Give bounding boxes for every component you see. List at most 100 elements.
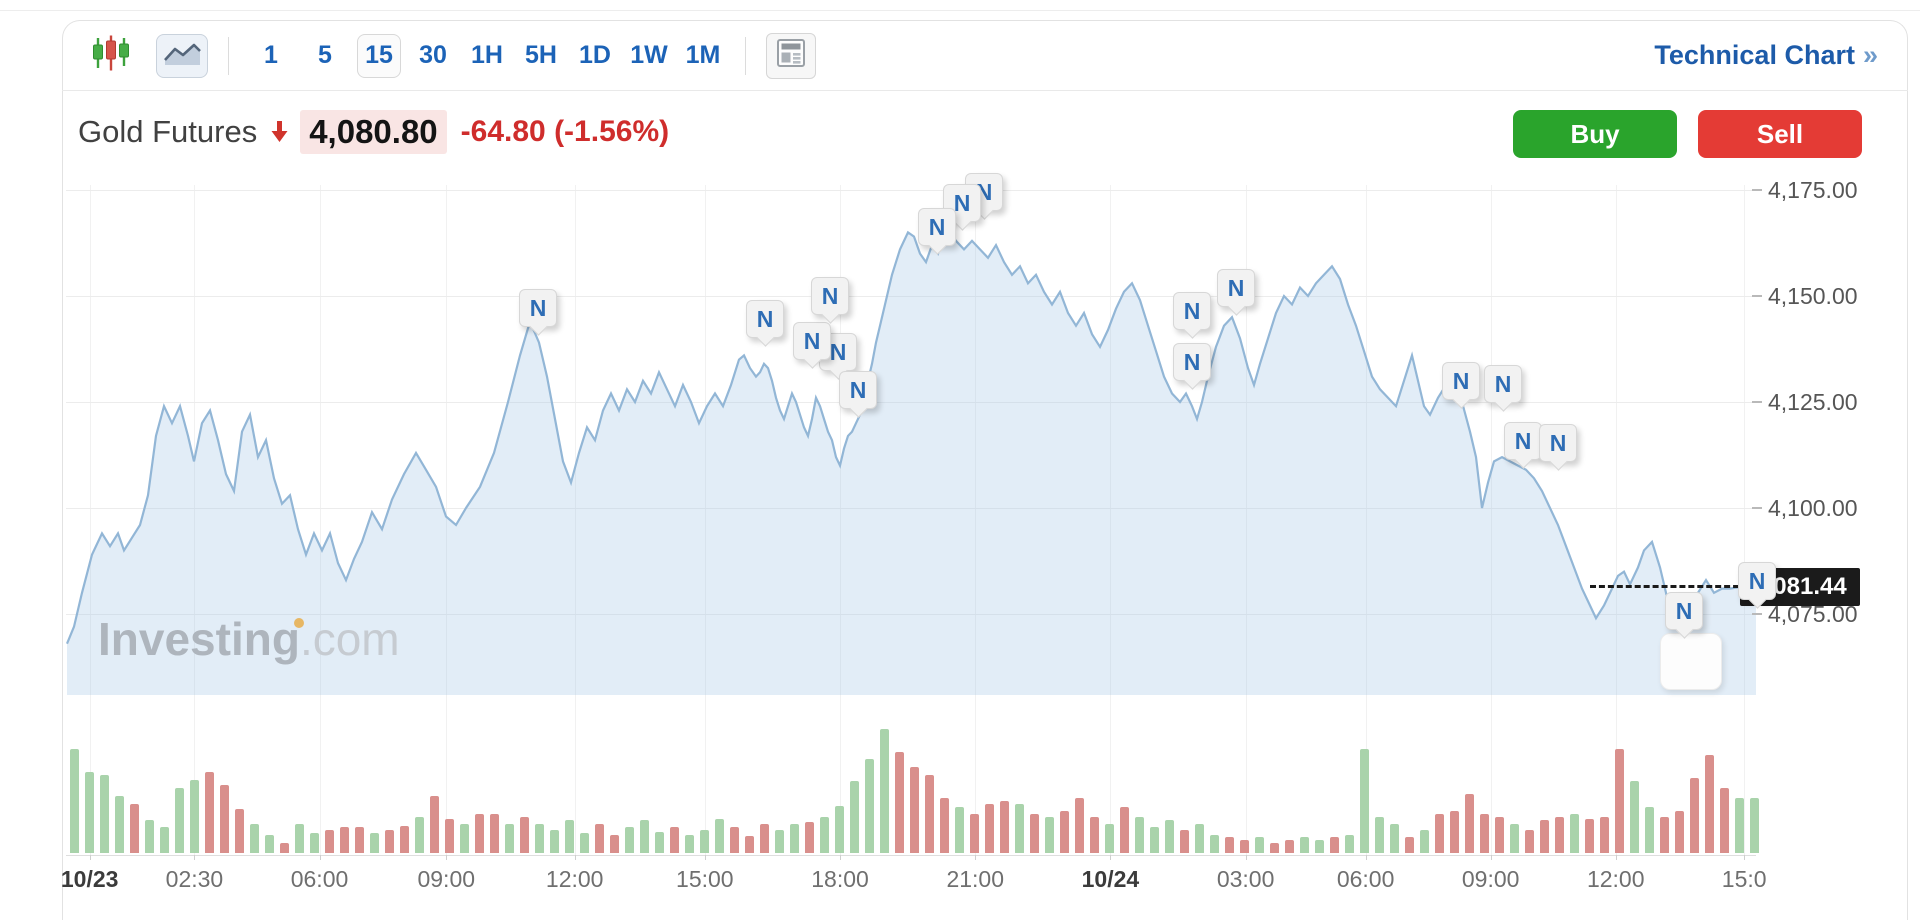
volume-bar [700, 830, 709, 853]
volume-bar [220, 785, 229, 853]
volume-bar [1750, 798, 1759, 853]
volume-bar [580, 833, 589, 853]
volume-bar [310, 833, 319, 853]
news-marker[interactable]: N [918, 208, 956, 246]
timeframe-1M[interactable]: 1M [685, 41, 721, 69]
x-axis-label: 09:00 [1461, 866, 1520, 892]
news-marker[interactable]: N [1539, 424, 1577, 462]
watermark-light: .com [299, 613, 400, 665]
news-marker[interactable]: N [1217, 269, 1255, 307]
volume-bar [610, 835, 619, 853]
technical-chart-link[interactable]: Technical Chart» [1654, 40, 1878, 71]
volume-bar [1555, 817, 1564, 853]
volume-bar [1420, 830, 1429, 853]
news-marker-empty-bubble[interactable] [1660, 633, 1722, 690]
x-axis-label: 15:00 [676, 866, 734, 892]
volume-bar [1660, 817, 1669, 853]
x-axis-tick [1110, 855, 1112, 860]
news-marker[interactable]: N [943, 184, 981, 222]
volume-bar [295, 824, 304, 853]
volume-bar [910, 767, 919, 853]
area-fill [67, 232, 1756, 695]
volume-bar [1000, 801, 1009, 853]
volume-bar [1435, 814, 1444, 853]
volume-bar [1390, 824, 1399, 853]
timeframe-1D[interactable]: 1D [579, 41, 611, 69]
news-toggle-button[interactable] [766, 32, 816, 79]
timeframe-5H[interactable]: 5H [525, 41, 557, 69]
volume-bar [160, 827, 169, 853]
volume-bar [100, 775, 109, 853]
volume-bar [745, 836, 754, 853]
x-axis-label: 18:00 [811, 866, 869, 892]
volume-bar [925, 775, 934, 853]
timeframe-1[interactable]: 1 [264, 41, 278, 69]
timeframe-30[interactable]: 30 [419, 41, 447, 69]
news-marker[interactable]: N [839, 371, 877, 409]
volume-bar [565, 820, 574, 853]
volume-bar [685, 835, 694, 853]
horizontal-gridline [66, 190, 1756, 191]
news-marker[interactable]: N [1504, 422, 1542, 460]
volume-bar [955, 807, 964, 853]
volume-bar [265, 835, 274, 853]
x-axis-label: 09:00 [417, 866, 476, 892]
vertical-gridline [1490, 185, 1492, 855]
volume-bar [175, 788, 184, 853]
x-axis-tick [840, 855, 842, 860]
line-view-button[interactable] [156, 33, 208, 78]
news-marker[interactable]: N [1173, 343, 1211, 381]
news-marker[interactable]: N [793, 322, 831, 360]
timeframe-5[interactable]: 5 [318, 41, 332, 69]
volume-bar [340, 827, 349, 853]
toolbar-divider [745, 36, 746, 75]
news-marker[interactable]: N [519, 289, 557, 327]
volume-bar [550, 830, 559, 853]
volume-bar [1360, 749, 1369, 853]
volume-bar [1240, 840, 1249, 853]
volume-bar [1135, 817, 1144, 853]
volume-bar [1510, 824, 1519, 853]
x-axis-tick [1365, 855, 1367, 860]
volume-bar [475, 814, 484, 853]
y-axis-tick [1752, 295, 1762, 297]
volume-bar [1300, 837, 1309, 853]
x-axis-label: 12:00 [545, 866, 604, 892]
price-change: -64.80 (-1.56%) [460, 115, 670, 148]
horizontal-gridline [66, 614, 1756, 615]
vertical-gridline [840, 185, 842, 855]
volume-bar [1495, 817, 1504, 853]
news-marker[interactable]: N [1442, 362, 1480, 400]
volume-bar [145, 820, 154, 853]
horizontal-gridline [66, 402, 1756, 403]
news-marker[interactable]: N [1738, 562, 1776, 600]
x-axis-tick [446, 855, 448, 860]
buy-button[interactable]: Buy [1513, 110, 1677, 158]
x-axis-label: 03:00 [1216, 866, 1275, 892]
vertical-gridline [574, 185, 576, 855]
volume-bar [130, 804, 139, 853]
candlestick-view-button[interactable] [86, 34, 138, 78]
x-axis-label: 06:00 [1336, 866, 1395, 892]
news-marker[interactable]: N [1665, 592, 1703, 630]
news-marker[interactable]: N [811, 277, 849, 315]
volume-bar [1015, 804, 1024, 853]
timeframe-1H[interactable]: 1H [471, 41, 503, 69]
timeframe-15[interactable]: 15 [357, 33, 401, 78]
volume-bar [1720, 788, 1729, 853]
instrument-header: Gold Futures 4,080.80 -64.80 (-1.56%) [78, 104, 1878, 160]
y-axis-tick [1752, 189, 1762, 191]
timeframe-1W[interactable]: 1W [630, 41, 668, 69]
sell-button[interactable]: Sell [1698, 110, 1862, 158]
horizontal-gridline [66, 508, 1756, 509]
watermark-bold: Investing [98, 613, 300, 665]
vertical-gridline [194, 185, 196, 855]
y-axis-tick [1752, 613, 1762, 615]
chart-card [62, 20, 1908, 920]
volume-bar [1465, 794, 1474, 853]
volume-bar [940, 798, 949, 853]
news-marker[interactable]: N [1484, 365, 1522, 403]
x-axis-label: 10/24 [1081, 866, 1140, 892]
news-marker[interactable]: N [746, 300, 784, 338]
news-marker[interactable]: N [1173, 292, 1211, 330]
